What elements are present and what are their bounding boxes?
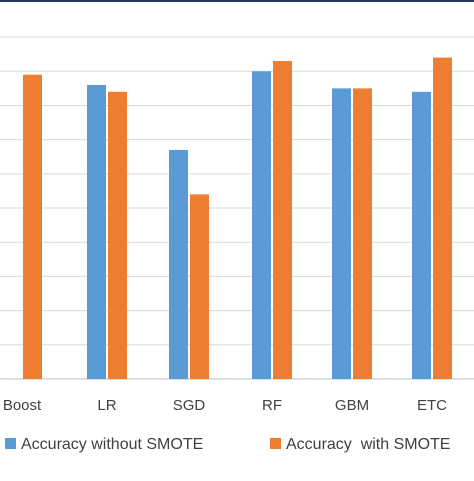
legend-label-2: Accuracy with SMOTE — [286, 436, 450, 453]
legend-swatch-2 — [270, 438, 281, 449]
bar-sgd-series-2 — [190, 194, 209, 379]
legend-swatch-1 — [5, 438, 16, 449]
bar-etc-series-2 — [433, 57, 452, 379]
bar-rf-series-2 — [273, 61, 292, 380]
bar-gbm-series-1 — [332, 88, 351, 379]
x-tick-label-boost: Boost — [3, 397, 42, 414]
x-tick-label-rf: RF — [262, 397, 282, 414]
x-tick-label-lr: LR — [97, 397, 116, 414]
legend: Accuracy without SMOTE Accuracy with SMOT… — [5, 436, 450, 453]
gridlines — [0, 36, 474, 380]
bar-etc-series-1 — [412, 91, 431, 380]
bar-boost-series-2 — [23, 74, 42, 379]
x-tick-label-etc: ETC — [417, 397, 447, 414]
bar-rf-series-1 — [252, 71, 271, 380]
bar-lr-series-2 — [108, 91, 127, 380]
bars — [23, 57, 452, 380]
legend-label-1: Accuracy without SMOTE — [21, 436, 203, 453]
x-tick-label-sgd: SGD — [173, 397, 206, 414]
bar-sgd-series-1 — [169, 149, 188, 379]
x-axis-labels: Boost LR SGD RF GBM ETC — [3, 397, 447, 414]
bar-gbm-series-2 — [353, 88, 372, 379]
x-tick-label-gbm: GBM — [335, 397, 369, 414]
bar-lr-series-1 — [87, 84, 106, 379]
